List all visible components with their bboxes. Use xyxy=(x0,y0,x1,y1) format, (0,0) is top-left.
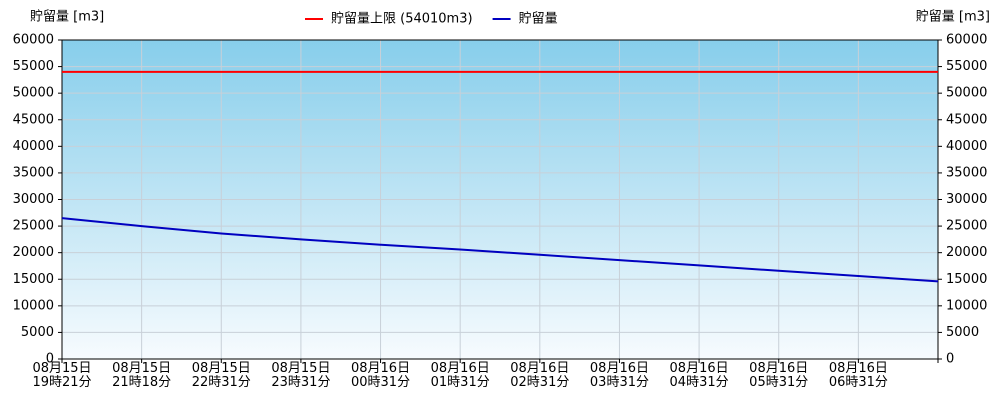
x-tick-label: 08月16日 03時31分 xyxy=(589,361,649,390)
x-tick-label: 08月15日 22時31分 xyxy=(191,361,251,390)
y-tick-label: 0 xyxy=(46,352,54,367)
x-tick-label: 08月16日 05時31分 xyxy=(749,361,809,390)
x-tick-label: 08月15日 21時18分 xyxy=(112,361,172,390)
series-line xyxy=(61,217,939,283)
y-tick-label: 20000 xyxy=(13,245,54,260)
y-tick-label: 10000 xyxy=(13,298,54,313)
y-tick-label: 50000 xyxy=(13,86,54,101)
y2-tick-label: 55000 xyxy=(946,59,987,74)
y-tick-label: 45000 xyxy=(13,112,54,127)
y2-tick-label: 40000 xyxy=(946,139,987,154)
y-tick-label: 40000 xyxy=(13,139,54,154)
x-tick-label: 08月16日 06時31分 xyxy=(828,361,888,390)
y-tick-label: 55000 xyxy=(13,59,54,74)
y2-tick-label: 25000 xyxy=(946,219,987,234)
y2-tick-label: 0 xyxy=(946,352,954,367)
y-tick-label: 15000 xyxy=(13,272,54,287)
y2-tick-label: 30000 xyxy=(946,192,987,207)
x-tick-label: 08月15日 23時31分 xyxy=(271,361,331,390)
y-tick-label: 5000 xyxy=(21,325,54,340)
y-tick-label: 60000 xyxy=(13,33,54,48)
x-tick-label: 08月16日 04時31分 xyxy=(669,361,729,390)
y2-tick-label: 50000 xyxy=(946,86,987,101)
x-tick-label: 08月16日 00時31分 xyxy=(350,361,411,390)
legend-label: 貯留量上限 (54010m3) xyxy=(331,12,473,27)
y2-tick-label: 60000 xyxy=(946,33,987,48)
y2-axis-label: 貯留量 [m3] xyxy=(916,10,990,25)
legend-label: 貯留量 xyxy=(519,12,558,27)
y2-tick-label: 45000 xyxy=(946,112,987,127)
y2-tick-label: 5000 xyxy=(946,325,979,340)
x-tick-label: 08月16日 02時31分 xyxy=(510,361,570,390)
y-tick-label: 35000 xyxy=(13,165,54,180)
plot-border xyxy=(61,39,939,360)
y2-tick-label: 20000 xyxy=(946,245,987,260)
y-tick-label: 25000 xyxy=(13,219,54,234)
legend: 貯留量上限 (54010m3) 貯留量 xyxy=(305,12,558,27)
y2-tick-label: 10000 xyxy=(946,298,987,313)
y2-tick-label: 35000 xyxy=(946,165,987,180)
x-tick-label: 08月16日 01時31分 xyxy=(430,361,490,390)
y2-tick-label: 15000 xyxy=(946,272,987,287)
y-axis-label: 貯留量 [m3] xyxy=(30,10,104,25)
x-tick-label: 08月15日 19時21分 xyxy=(32,361,92,390)
y-tick-label: 30000 xyxy=(13,192,54,207)
